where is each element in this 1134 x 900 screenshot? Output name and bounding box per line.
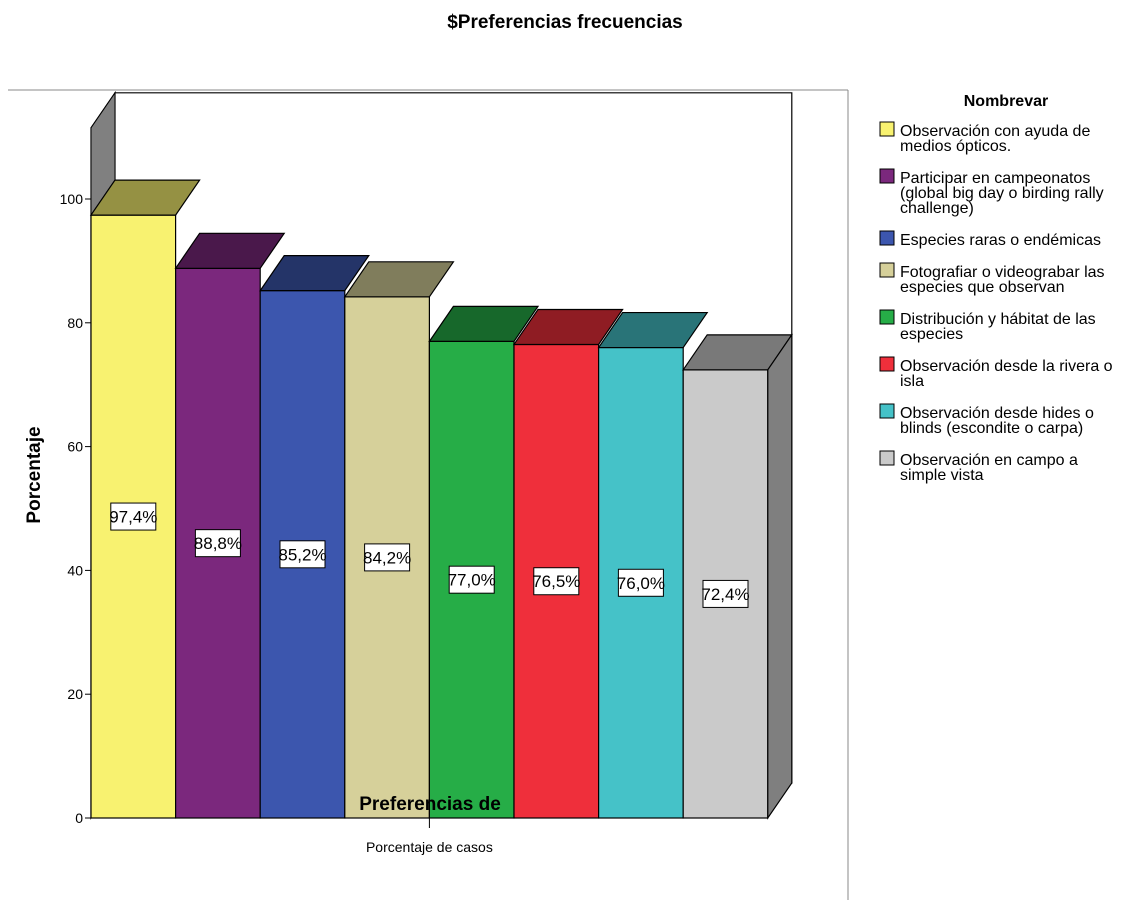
data-label-3: 84,2% <box>363 548 411 567</box>
legend: Nombrevar Observación con ayuda demedios… <box>879 93 1113 484</box>
legend-swatch-4 <box>879 309 895 325</box>
y-axis-label: Porcentaje <box>24 426 45 523</box>
legend-label-3: especies que observan <box>900 279 1065 296</box>
y-tick-label: 0 <box>75 810 83 826</box>
legend-swatch-1 <box>879 168 895 184</box>
legend-swatch-2 <box>879 230 895 246</box>
legend-label-7: simple vista <box>900 467 984 484</box>
data-label-box-4 <box>448 565 495 594</box>
bar-top-0 <box>89 179 201 216</box>
legend-label-4: Distribución y hábitat de las <box>900 311 1096 328</box>
bar-top-2 <box>259 255 370 292</box>
legend-label-1: challenge) <box>900 200 974 217</box>
legend-label-7: Observación en campo a <box>900 452 1078 469</box>
data-label-5: 76,5% <box>532 572 580 591</box>
legend-label-4: especies <box>900 326 963 343</box>
data-label-7: 72,4% <box>701 585 749 604</box>
y-tick-label: 20 <box>67 686 83 702</box>
legend-label-5: Observación desde la rivera o <box>900 358 1113 375</box>
legend-label-6: blinds (escondite o carpa) <box>900 420 1083 437</box>
data-label-2: 85,2% <box>278 545 326 564</box>
data-label-box-7 <box>702 579 749 608</box>
y-tick-label: 60 <box>67 439 83 455</box>
legend-swatch-0 <box>879 121 895 137</box>
bar-top-4 <box>428 305 540 342</box>
y-tick-label: 40 <box>67 562 83 578</box>
data-labels: 97,4% 88,8% 85,2% 84,2% 77,0% 76,5% 76,0% 72,4% <box>109 502 750 608</box>
bar-side-7 <box>767 332 793 820</box>
legend-title: Nombrevar <box>964 93 1048 110</box>
data-label-0: 97,4% <box>109 508 157 527</box>
legend-label-2: Especies raras o endémicas <box>900 232 1101 249</box>
bars <box>89 179 793 820</box>
chart-title: $Preferencias frecuencias <box>447 12 683 33</box>
legend-label-6: Observación desde hides o <box>900 405 1094 422</box>
bar-top-5 <box>512 308 624 346</box>
bar-top-3 <box>343 261 455 298</box>
legend-swatch-7 <box>879 450 895 466</box>
legend-label-3: Fotografiar o videograbar las <box>900 264 1105 281</box>
data-label-1: 88,8% <box>194 534 242 553</box>
legend-label-0: Observación con ayuda de <box>900 123 1090 140</box>
chart-frame <box>8 89 849 900</box>
legend-label-5: isla <box>900 373 924 390</box>
x-axis-label: Preferencias de <box>359 794 501 815</box>
bar-top-6 <box>597 311 709 349</box>
y-axis: 0 20 40 60 80 100 <box>60 191 91 826</box>
data-label-6: 76,0% <box>617 574 665 593</box>
legend-swatch-6 <box>879 403 895 419</box>
legend-swatch-5 <box>879 356 895 372</box>
data-label-box-6 <box>617 568 664 597</box>
data-label-4: 77,0% <box>448 571 496 590</box>
legend-label-0: medios ópticos. <box>900 138 1011 155</box>
x-axis: Porcentaje de casos <box>366 818 493 855</box>
data-label-box-5 <box>533 567 580 596</box>
legend-swatch-3 <box>879 262 895 278</box>
x-tick-label: Porcentaje de casos <box>366 839 493 855</box>
bar-top-1 <box>174 232 286 269</box>
y-tick-label: 80 <box>67 315 83 331</box>
data-label-box-2 <box>279 540 326 569</box>
legend-item-1: Participar en campeonatos(global big day… <box>879 168 1104 217</box>
y-tick-label: 100 <box>60 191 84 207</box>
data-label-box-3 <box>364 543 411 572</box>
legend-label-1: (global big day o birding rally <box>900 185 1104 202</box>
legend-label-1: Participar en campeonatos <box>900 170 1090 187</box>
legend-item-2: Especies raras o endémicas <box>879 230 1101 249</box>
data-label-box-1 <box>194 529 241 558</box>
data-label-box-0 <box>110 502 157 531</box>
